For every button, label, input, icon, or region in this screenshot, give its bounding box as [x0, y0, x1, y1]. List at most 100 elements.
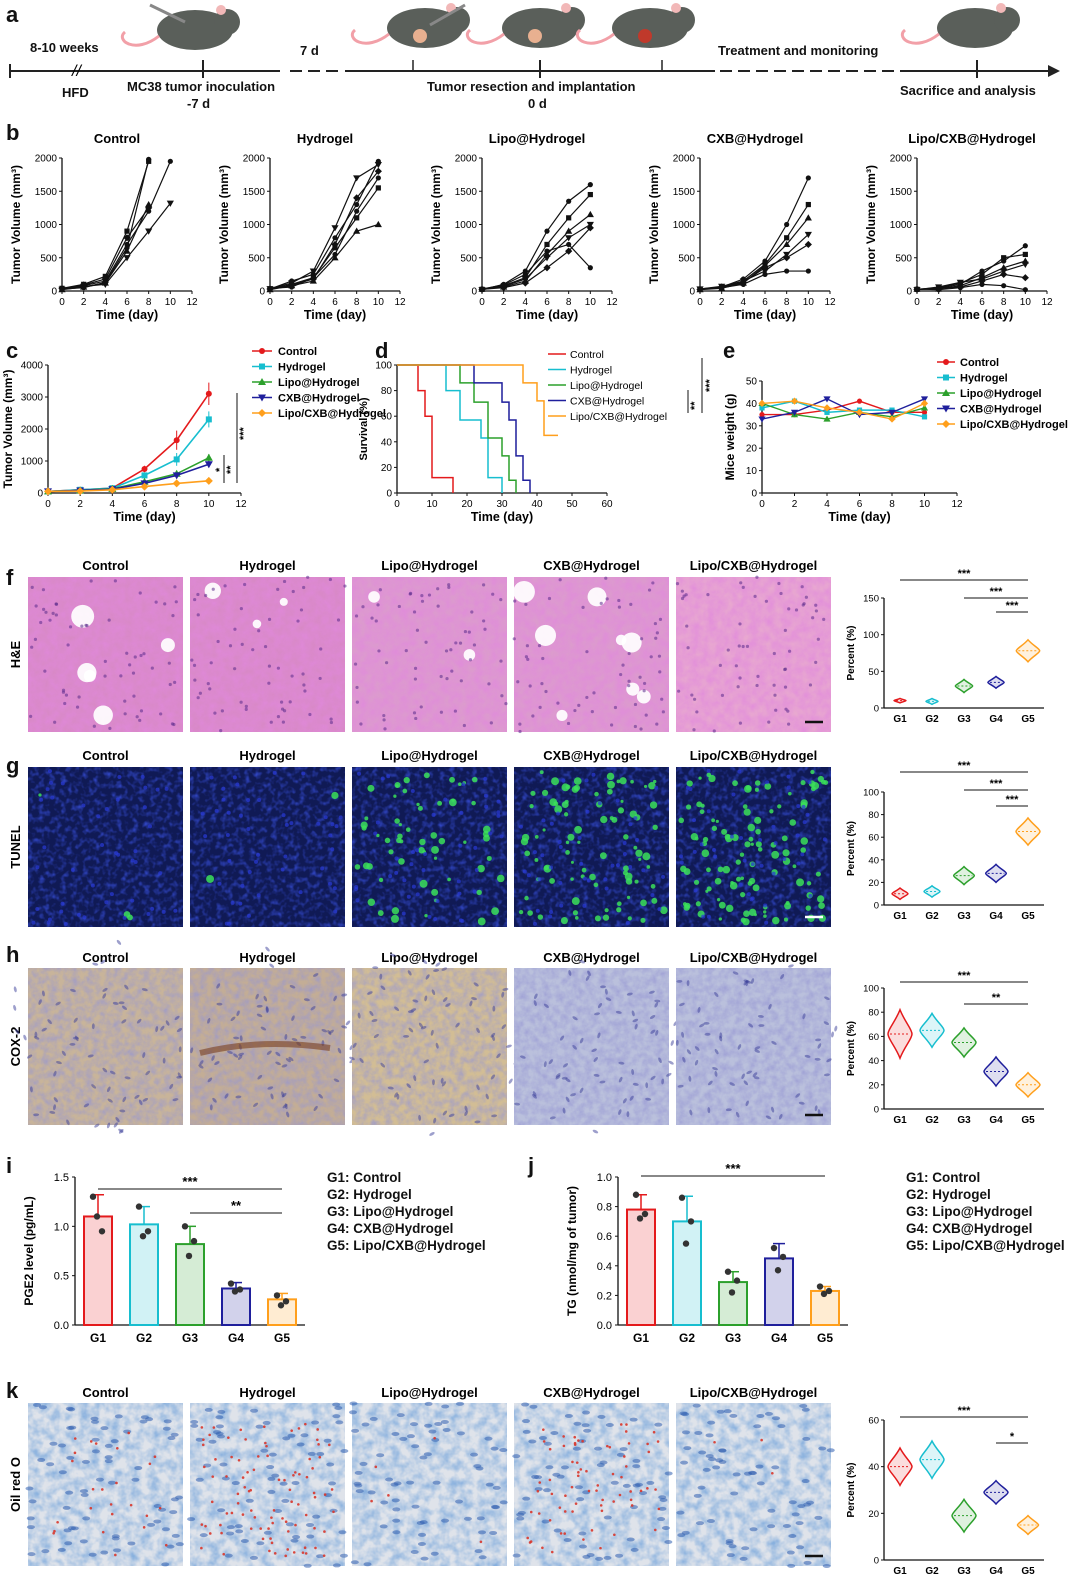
nucleus [231, 1481, 240, 1486]
nucleus [235, 1095, 242, 1099]
weight-line-1 [762, 400, 925, 416]
nucleus [814, 1057, 821, 1061]
data-point [139, 1233, 147, 1240]
nucleus [428, 1429, 437, 1434]
nucleus [131, 1477, 140, 1482]
nucleus [788, 964, 794, 968]
lipid-droplet [145, 1514, 149, 1518]
micrograph-tunel-3 [352, 767, 507, 927]
nucleus [443, 997, 448, 1002]
lipid-droplet [269, 1537, 272, 1540]
nucleus [791, 1512, 800, 1517]
lipid-droplet [654, 1488, 657, 1491]
nucleus [352, 1042, 357, 1048]
weight-point [888, 415, 896, 423]
chart-title: Hydrogel [297, 131, 353, 146]
nucleus [420, 1556, 429, 1561]
nucleus [47, 769, 52, 774]
nucleus [195, 1437, 204, 1442]
nucleus [756, 1413, 765, 1418]
nucleus [91, 1419, 100, 1424]
y-tick-label: 1000 [35, 220, 58, 231]
growth-point [936, 287, 942, 293]
nucleus [668, 1060, 674, 1065]
nucleus [630, 1547, 639, 1552]
y-tick-label: 0 [689, 287, 695, 298]
nucleus [763, 903, 768, 908]
growth-point [761, 264, 769, 272]
y-tick-label: 80 [381, 386, 393, 397]
vacuole [587, 587, 607, 607]
nucleus [618, 1061, 625, 1065]
lipid-droplet [374, 1465, 378, 1469]
lipid-droplet [91, 1487, 95, 1491]
micrograph-ihc-5 [649, 964, 838, 1125]
tunel-positive-cell [354, 864, 361, 870]
y-tick-label: 500 [40, 253, 57, 264]
lipid-droplet [562, 1435, 565, 1438]
lipid-droplet [236, 1501, 240, 1505]
nucleus [383, 727, 387, 731]
lipid-droplet [590, 1529, 594, 1532]
nucleus [80, 1492, 89, 1497]
sig-label: *** [990, 778, 1004, 790]
nucleus [639, 727, 643, 731]
nucleus [34, 1031, 38, 1038]
growth-point [145, 228, 153, 235]
mouse-tail-icon [465, 28, 505, 45]
tunel-positive-cell [438, 837, 446, 845]
nucleus [690, 693, 694, 697]
nucleus [198, 691, 202, 695]
tunel-positive-cell [818, 902, 825, 910]
nucleus [748, 1470, 757, 1475]
nucleus [485, 1093, 489, 1100]
nucleus [266, 1050, 272, 1055]
nucleus [532, 850, 537, 855]
panel-letter-e: e [723, 338, 735, 363]
x-tick-label: G1 [893, 714, 907, 725]
tunel-positive-cell [594, 791, 599, 797]
micrograph-he-3 [352, 577, 508, 732]
nucleus [755, 575, 759, 579]
nucleus [657, 907, 662, 912]
tumor-icon [638, 29, 652, 43]
nucleus [302, 683, 306, 687]
timeline-inoculation: MC38 tumor inoculation [127, 79, 275, 94]
nucleus [256, 1541, 265, 1546]
nucleus [49, 1110, 56, 1114]
y-axis-label: Tumor Volume (mm³) [647, 165, 661, 284]
nucleus [442, 1427, 451, 1432]
nucleus [726, 1553, 735, 1558]
nucleus [267, 1476, 276, 1481]
nucleus [707, 1080, 713, 1086]
nucleus [374, 619, 378, 623]
legend-label: CXB@Hydrogel [960, 404, 1042, 416]
nucleus [801, 1479, 810, 1484]
growth-point [102, 279, 108, 285]
y-tick-label: 1000 [890, 220, 913, 231]
x-tick-label: 40 [531, 499, 543, 510]
x-tick-label: G5 [1021, 911, 1035, 922]
tunel-positive-cell [744, 841, 751, 848]
nucleus [402, 878, 407, 883]
tunel-positive-cell [606, 788, 613, 795]
nucleus [626, 1111, 630, 1118]
nucleus [777, 1424, 786, 1429]
nucleus [190, 1047, 194, 1054]
lipid-droplet [89, 1440, 93, 1443]
nucleus [649, 655, 653, 659]
nucleus [33, 1113, 40, 1117]
nucleus [145, 1070, 151, 1076]
tunel-positive-cell [362, 862, 370, 870]
tunel-positive-cell [678, 817, 685, 824]
nucleus [13, 986, 17, 993]
nucleus [619, 1447, 628, 1452]
nucleus [308, 712, 312, 717]
nucleus [116, 939, 122, 945]
data-point [282, 1298, 290, 1305]
bar-chart-j: 0.00.20.40.60.81.0TG (nmol/mg of tumor)G… [565, 1161, 848, 1345]
nucleus [313, 1105, 318, 1111]
tunel-positive-cell [747, 823, 756, 832]
nucleus [35, 865, 40, 870]
nucleus [537, 644, 542, 648]
